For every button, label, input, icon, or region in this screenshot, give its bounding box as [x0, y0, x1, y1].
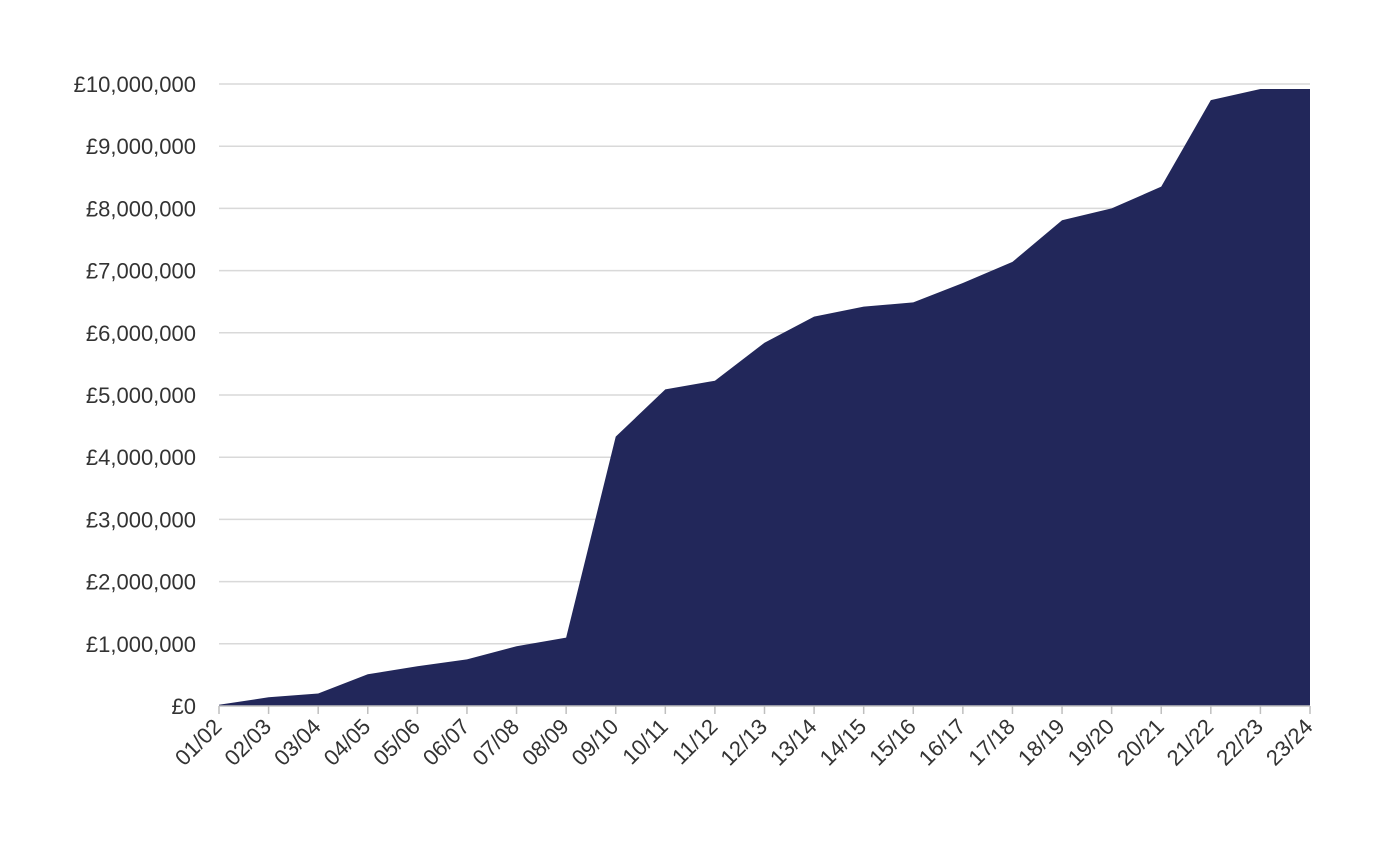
x-tick-label: 07/08	[467, 714, 524, 771]
y-tick-label: £9,000,000	[86, 134, 196, 159]
x-tick-label: 18/19	[1013, 714, 1070, 771]
x-tick-label: 20/21	[1112, 714, 1169, 771]
x-tick-label: 12/13	[715, 714, 772, 771]
x-tick-label: 10/11	[617, 714, 672, 769]
y-tick-label: £10,000,000	[74, 72, 196, 97]
y-tick-label: £7,000,000	[86, 259, 196, 284]
y-tick-label: £2,000,000	[86, 570, 196, 595]
x-tick-label: 21/22	[1162, 714, 1219, 771]
y-tick-label: £0	[172, 694, 196, 719]
x-tick-label: 03/04	[269, 714, 326, 771]
y-tick-label: £8,000,000	[86, 196, 196, 221]
y-tick-label: £4,000,000	[86, 445, 196, 470]
y-tick-label: £5,000,000	[86, 383, 196, 408]
x-tick-label: 11/12	[667, 714, 722, 769]
y-axis-tick-labels: £0 £1,000,000 £2,000,000 £3,000,000 £4,000,0…	[74, 72, 196, 719]
x-tick-label: 09/10	[567, 714, 624, 771]
x-tick-label: 08/09	[517, 714, 574, 771]
x-axis-tick-labels: 01/0202/0303/0404/0505/0606/0707/0808/09…	[170, 714, 1318, 771]
x-tick-label: 15/16	[864, 714, 921, 771]
x-tick-label: 16/17	[914, 714, 971, 771]
x-tick-label: 05/06	[368, 714, 425, 771]
x-axis	[218, 705, 1311, 714]
x-tick-label: 22/23	[1211, 714, 1268, 771]
x-tick-label: 17/18	[963, 714, 1020, 771]
x-tick-label: 02/03	[220, 714, 277, 771]
y-tick-label: £3,000,000	[86, 507, 196, 532]
x-tick-label: 13/14	[765, 714, 822, 771]
y-tick-label: £1,000,000	[86, 632, 196, 657]
x-tick-label: 01/02	[170, 714, 227, 771]
x-tick-label: 23/24	[1261, 714, 1318, 771]
x-tick-label: 04/05	[319, 714, 376, 771]
x-tick-label: 06/07	[418, 714, 475, 771]
x-tick-label: 19/20	[1063, 714, 1120, 771]
area-fill	[219, 88, 1310, 706]
area-series	[218, 88, 1311, 706]
y-tick-label: £6,000,000	[86, 321, 196, 346]
x-tick-label: 14/15	[815, 714, 872, 771]
